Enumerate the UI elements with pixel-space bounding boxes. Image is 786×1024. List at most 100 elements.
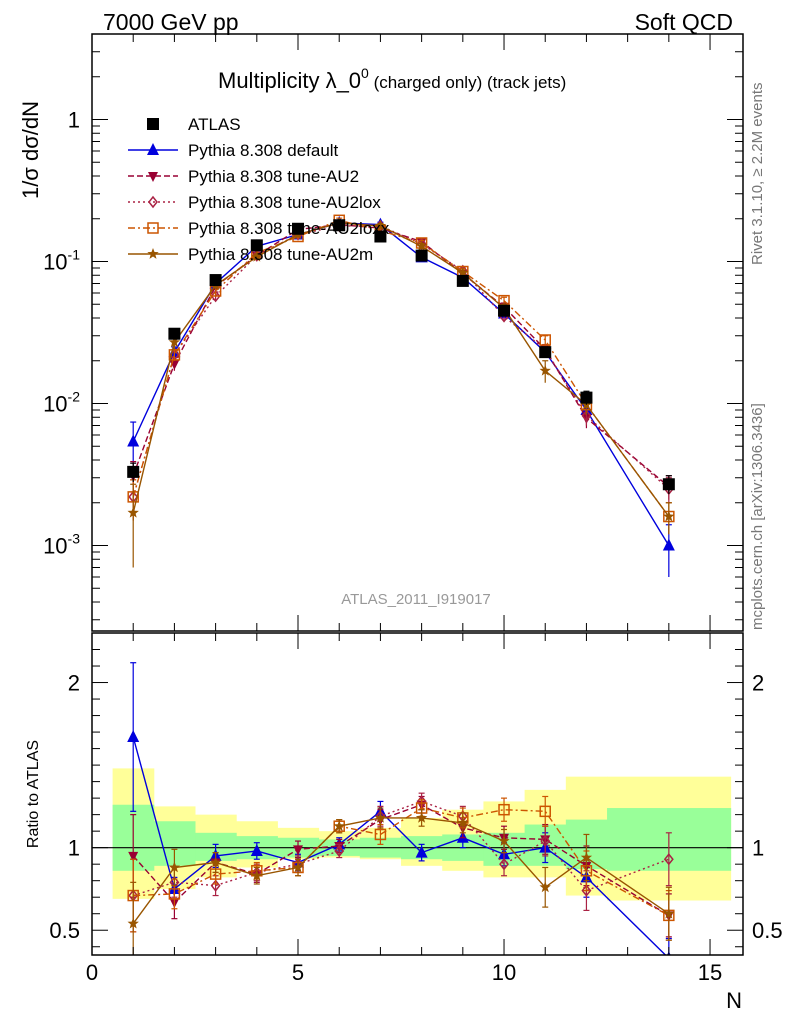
ratio-data-point: [415, 845, 428, 858]
main-series-1: [127, 215, 675, 578]
main-data-point: [292, 222, 305, 235]
ratio-y-tick-label-right: 2: [752, 671, 764, 696]
main-data-point: [581, 409, 592, 422]
main-data-point: [663, 510, 675, 522]
main-data-point: [333, 219, 346, 232]
header-right: Soft QCD: [635, 9, 733, 35]
main-data-point: [456, 274, 469, 287]
legend-entry: Pythia 8.308 tune-AU2lox: [128, 193, 381, 212]
legend-entry: Pythia 8.308 tune-AU2m: [128, 245, 373, 264]
main-data-point: [209, 274, 222, 287]
x-tick-label: 15: [698, 960, 722, 985]
legend-marker: [147, 118, 159, 130]
x-axis-label: N: [726, 988, 742, 1013]
ratio-data-point: [168, 861, 181, 873]
rivet-version-text: Rivet 3.1.10, ≥ 2.2M events: [749, 83, 766, 266]
main-plot-frame: [91, 33, 744, 632]
ratio-data-point: [374, 828, 387, 841]
main-data-point: [168, 349, 181, 361]
ratio-data-point: [498, 835, 510, 846]
ratio-data-point: [127, 917, 139, 929]
main-series-0: [127, 219, 675, 495]
ratio-y-tick-label-right: 1: [752, 836, 764, 861]
main-plot-area: [127, 214, 675, 578]
legend-entry: Pythia 8.308 default: [128, 141, 339, 160]
main-data-point: [539, 346, 552, 359]
legend-label: Pythia 8.308 tune-AU2lox: [188, 193, 381, 212]
legend-label: ATLAS: [188, 115, 241, 134]
x-tick-label: 5: [292, 960, 304, 985]
ratio-data-point: [415, 811, 428, 823]
main-data-point: [127, 465, 140, 478]
ratio-data-point: [168, 888, 181, 900]
chart-title-main: Multiplicity λ_0: [218, 68, 361, 93]
ratio-data-point: [663, 907, 675, 919]
ratio-data-point: [663, 853, 674, 866]
legend-marker: [148, 172, 158, 182]
ratio-data-point: [374, 811, 387, 823]
ratio-data-point: [499, 857, 509, 871]
legend-entry: ATLAS: [147, 115, 241, 134]
main-data-point: [127, 434, 140, 447]
legend-label: Pythia 8.308 default: [188, 141, 339, 160]
main-data-point: [498, 304, 511, 317]
ratio-data-point: [293, 845, 304, 856]
ratio-plot-frame: [91, 632, 744, 956]
main-data-point: [168, 327, 181, 340]
main-data-point: [210, 289, 221, 303]
main-axis-ticks: 10-3 10-2 10-1 1: [43, 33, 743, 631]
ratio-data-point: [209, 856, 222, 868]
legend-label: Pythia 8.308 tune-AU2: [188, 167, 359, 186]
ratio-data-point: [292, 861, 304, 873]
legend-entry: Pythia 8.308 tune-AU2: [128, 167, 359, 186]
main-series-3: [128, 219, 674, 521]
legend: ATLAS Pythia 8.308 default Pythia 8.308 tu…: [128, 115, 390, 264]
main-y-tick-label: 1: [68, 107, 80, 132]
legend-label: Pythia 8.308 tune-AU2m: [188, 245, 373, 264]
ratio-y-label: Ratio to ATLAS: [25, 740, 42, 848]
main-data-point: [539, 364, 551, 376]
main-data-point: [662, 478, 675, 491]
analysis-watermark: ATLAS_2011_I919017: [341, 591, 491, 608]
legend-label: Pythia 8.308 tune-AU2loxx: [188, 219, 390, 238]
main-data-point: [168, 336, 181, 348]
legend-marker: [147, 222, 159, 234]
chart-title: Multiplicity λ_00 (charged only) (track …: [218, 65, 566, 93]
ratio-data-point: [128, 851, 139, 862]
ratio-data-point: [539, 805, 551, 818]
main-y-tick-label: 10-3: [43, 531, 80, 559]
legend-marker: [147, 143, 159, 155]
ratio-data-point: [251, 869, 263, 881]
ratio-y-tick-label-right: 0.5: [752, 918, 783, 943]
main-data-point: [251, 250, 263, 262]
mcplots-text: mcplots.cern.ch [arXiv:1306.3436]: [749, 403, 766, 630]
main-data-point: [250, 239, 263, 252]
main-data-point: [374, 230, 387, 243]
ratio-data-point: [457, 816, 469, 828]
header-left: 7000 GeV pp: [103, 9, 239, 35]
x-tick-label: 0: [86, 960, 98, 985]
main-data-point: [662, 538, 675, 551]
main-data-point: [539, 334, 551, 346]
chart-title-small: (charged only) (track jets): [369, 73, 566, 92]
main-data-point: [415, 240, 428, 252]
legend-entry: Pythia 8.308 tune-AU2loxx: [128, 219, 390, 238]
main-series-5: [127, 216, 675, 568]
ratio-y-tick-label: 1: [68, 836, 80, 861]
ratio-data-point: [498, 803, 510, 816]
ratio-data-point: [580, 851, 593, 863]
legend-marker: [148, 195, 158, 209]
main-y-tick-label: 10-2: [43, 389, 80, 417]
ratio-data-point: [333, 820, 345, 832]
main-y-label: 1/σ dσ/dN: [18, 101, 43, 199]
ratio-data-point: [334, 844, 345, 858]
main-series-line: [132, 222, 670, 517]
main-data-point: [457, 267, 469, 278]
ratio-y-tick-label: 0.5: [49, 918, 80, 943]
ratio-data-point: [540, 834, 551, 848]
ratio-data-point: [581, 884, 592, 897]
ratio-data-point: [127, 730, 140, 743]
main-series-line: [132, 219, 670, 517]
x-tick-label: 10: [492, 960, 516, 985]
